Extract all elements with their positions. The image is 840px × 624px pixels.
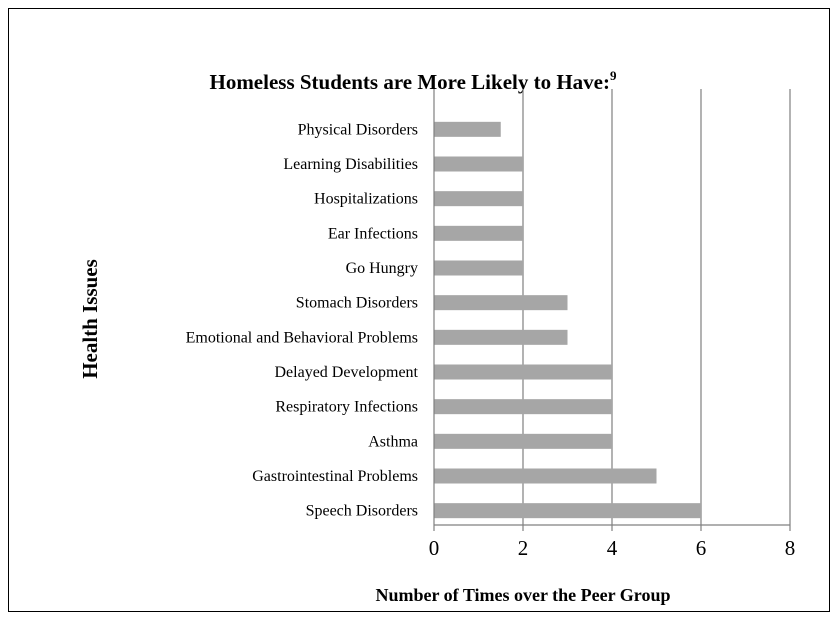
label-layer: Physical Disorders Learning Disabilities H… bbox=[186, 121, 419, 519]
x-tick-label-4: 4 bbox=[607, 536, 618, 560]
category-label-emotional-and-behavioral-problems: Emotional and Behavioral Problems bbox=[186, 329, 418, 346]
category-label-speech-disorders: Speech Disorders bbox=[306, 503, 418, 520]
category-label-go-hungry: Go Hungry bbox=[346, 260, 418, 277]
x-tick-label-8: 8 bbox=[785, 536, 796, 560]
category-label-respiratory-infections: Respiratory Infections bbox=[275, 399, 418, 416]
chart-frame: Homeless Students are More Likely to Hav… bbox=[8, 8, 830, 612]
bar-ear-infections bbox=[434, 225, 523, 241]
category-label-gastrointestinal-problems: Gastrointestinal Problems bbox=[252, 468, 418, 485]
x-tick-label-6: 6 bbox=[696, 536, 707, 560]
chart-title: Homeless Students are More Likely to Hav… bbox=[209, 68, 617, 94]
x-tick-label-0: 0 bbox=[429, 536, 440, 560]
bar-go-hungry bbox=[434, 260, 523, 276]
category-label-delayed-development: Delayed Development bbox=[275, 364, 419, 381]
bar-asthma bbox=[434, 433, 612, 449]
bar-delayed-development bbox=[434, 364, 612, 380]
bar-hospitalizations bbox=[434, 191, 523, 207]
chart-title-superscript: 9 bbox=[610, 68, 617, 83]
bar-learning-disabilities bbox=[434, 156, 523, 172]
category-label-asthma: Asthma bbox=[368, 433, 418, 450]
axis-layer: 0 2 4 6 8 bbox=[429, 89, 796, 560]
y-axis-title: Health Issues bbox=[78, 259, 102, 379]
category-label-learning-disabilities: Learning Disabilities bbox=[283, 156, 418, 173]
bar-layer bbox=[434, 121, 701, 519]
chart-title-text: Homeless Students are More Likely to Hav… bbox=[209, 70, 610, 94]
x-axis-title: Number of Times over the Peer Group bbox=[376, 585, 671, 605]
bar-physical-disorders bbox=[434, 121, 501, 137]
bar-respiratory-infections bbox=[434, 399, 612, 415]
bar-gastrointestinal-problems bbox=[434, 468, 657, 484]
bar-emotional-and-behavioral-problems bbox=[434, 329, 568, 345]
chart-svg: Homeless Students are More Likely to Hav… bbox=[78, 68, 796, 605]
bar-stomach-disorders bbox=[434, 295, 568, 311]
category-label-physical-disorders: Physical Disorders bbox=[298, 121, 418, 138]
bar-speech-disorders bbox=[434, 503, 701, 519]
category-label-stomach-disorders: Stomach Disorders bbox=[296, 295, 418, 312]
x-tick-label-2: 2 bbox=[518, 536, 529, 560]
category-label-ear-infections: Ear Infections bbox=[328, 225, 418, 242]
category-label-hospitalizations: Hospitalizations bbox=[314, 191, 418, 208]
